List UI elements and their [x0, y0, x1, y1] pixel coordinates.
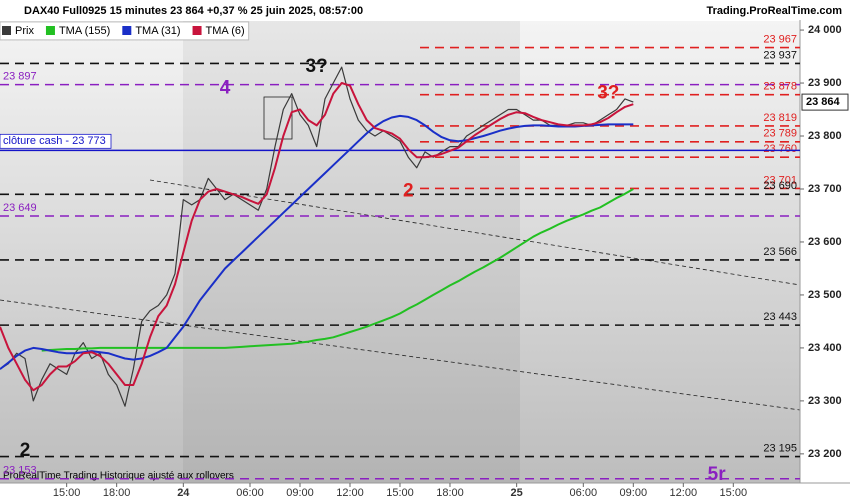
annotation: 4 — [220, 77, 231, 98]
y-tick-label: 23 500 — [808, 289, 842, 301]
level-label: 23 967 — [763, 33, 797, 45]
trend-line — [149, 179, 801, 286]
plot-area — [0, 20, 800, 483]
session-band — [183, 20, 520, 483]
legend-swatch — [192, 26, 202, 35]
level-label: 23 443 — [763, 311, 797, 323]
trend-line — [0, 299, 801, 411]
level-label: 23 760 — [763, 143, 797, 155]
legend-label: TMA (31) — [135, 25, 180, 37]
y-tick-label: 24 000 — [808, 24, 842, 36]
header-bar — [0, 0, 850, 21]
annotation: 2 — [20, 440, 31, 461]
x-tick-label: 06:00 — [236, 487, 264, 499]
source: Trading.ProRealTime.com — [706, 5, 842, 17]
legend-label: TMA (6) — [206, 25, 245, 37]
level-label: 23 937 — [763, 49, 797, 61]
x-tick-label: 06:00 — [570, 487, 598, 499]
series-line — [0, 82, 634, 392]
x-tick-label: 12:00 — [336, 487, 364, 499]
chart-title: DAX40 Full0925 15 minutes 23 864 +0,37 %… — [24, 5, 363, 17]
x-tick-label: 12:00 — [670, 487, 698, 499]
annotation: 3? — [306, 56, 328, 77]
level-label: 23 153 — [3, 465, 37, 477]
x-tick-label: 09:00 — [286, 487, 314, 499]
level-label: 23 897 — [3, 71, 37, 83]
zone-box — [263, 96, 293, 140]
legend: Prix TMA (155) TMA (31) TMA (6) — [2, 25, 245, 37]
y-tick-label: 23 900 — [808, 77, 842, 89]
legend-label: TMA (155) — [59, 25, 110, 37]
x-tick-label: 18:00 — [103, 487, 131, 499]
y-tick-label: 23 800 — [808, 130, 842, 142]
level-label: 23 566 — [763, 246, 797, 258]
legend-swatch — [45, 26, 55, 35]
series-line — [0, 66, 634, 407]
current-price-label: 23 864 — [806, 96, 841, 108]
level-label: 23 690 — [763, 180, 797, 192]
footer: ProRealTime Trading Historique ajusté au… — [3, 471, 234, 482]
x-tick-label: 15:00 — [720, 487, 748, 499]
level-label: 23 878 — [763, 81, 797, 93]
legend-label: Prix — [15, 25, 34, 37]
y-tick-label: 23 300 — [808, 395, 842, 407]
legend-swatch — [2, 26, 11, 35]
series-line — [41, 188, 634, 352]
cash-close-box — [0, 133, 112, 149]
x-tick-label: 18:00 — [436, 487, 464, 499]
y-tick-label: 23 200 — [808, 448, 842, 460]
x-tick-label: 15:00 — [53, 487, 81, 499]
x-tick-label: 15:00 — [386, 487, 414, 499]
level-label: 23 701 — [763, 174, 797, 186]
y-tick-label: 23 700 — [808, 183, 842, 195]
x-tick-label: 24 — [177, 487, 190, 499]
x-tick-label: 25 — [511, 487, 523, 499]
current-price-box — [801, 93, 849, 111]
level-label: 23 819 — [763, 112, 797, 124]
level-label: 23 195 — [763, 442, 797, 454]
series-line — [0, 114, 634, 370]
annotation: 2 — [403, 181, 414, 202]
level-label: 23 649 — [3, 202, 37, 214]
y-tick-label: 23 600 — [808, 236, 842, 248]
x-tick-label: 09:00 — [620, 487, 648, 499]
legend-swatch — [122, 26, 132, 35]
y-tick-label: 23 400 — [808, 342, 842, 354]
annotation: 3? — [597, 83, 619, 104]
annotation: 5r — [708, 464, 727, 485]
cash-close-label: clôture cash - 23 773 — [3, 135, 106, 147]
level-label: 23 789 — [763, 128, 797, 140]
